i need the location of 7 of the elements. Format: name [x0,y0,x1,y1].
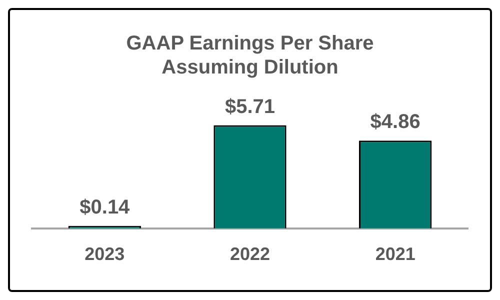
x-tick-label: 2021 [375,244,416,264]
data-label: $0.14 [80,196,131,218]
data-label: $4.86 [370,111,420,134]
x-tick-label: 2023 [84,244,125,264]
x-tick-label: 2022 [230,244,270,264]
data-label: $5.71 [224,96,276,118]
chart-title: GAAP Earnings Per Share Assuming Dilution [126,32,374,79]
